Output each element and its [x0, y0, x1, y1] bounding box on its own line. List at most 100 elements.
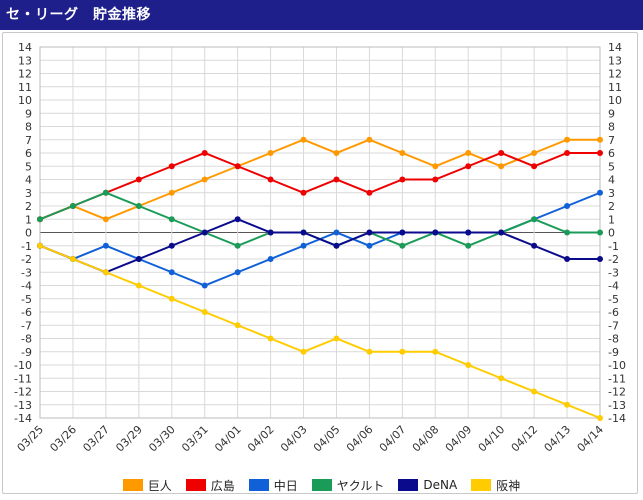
y-tick-label: -3: [21, 266, 32, 279]
y-tick-label: 0: [25, 227, 32, 240]
legend-swatch: [398, 479, 419, 491]
y-tick-label: -2: [608, 253, 619, 266]
y-tick-label: -14: [14, 412, 32, 425]
series-line: [39, 151, 600, 221]
data-point: [201, 176, 208, 183]
x-tick-label: 04/13: [542, 423, 574, 455]
legend-item[interactable]: ヤクルト: [311, 477, 384, 494]
y-tick-label: 4: [25, 174, 32, 187]
y-axis-right: 14131211109876543210-1-2-3-4-5-6-7-8-9-1…: [608, 41, 626, 425]
data-point: [234, 163, 241, 170]
data-point: [597, 229, 603, 236]
data-point: [135, 282, 142, 289]
y-tick-label: -1: [21, 240, 32, 253]
y-tick-label: 14: [18, 41, 32, 54]
x-tick-label: 03/27: [80, 423, 112, 455]
y-tick-label: -11: [608, 372, 626, 385]
data-point: [168, 216, 175, 223]
data-point: [37, 242, 43, 249]
data-point: [564, 136, 571, 143]
data-point: [168, 269, 175, 276]
data-point: [564, 256, 571, 262]
x-tick-label: 04/06: [344, 423, 376, 455]
y-tick-label: 12: [608, 68, 622, 81]
legend-swatch: [248, 479, 269, 491]
data-point: [234, 242, 241, 249]
legend-swatch: [471, 479, 492, 491]
legend-item[interactable]: 中日: [248, 477, 298, 494]
legend-item[interactable]: 阪神: [471, 477, 520, 494]
data-point: [135, 176, 142, 183]
data-point: [102, 242, 109, 249]
data-point: [465, 163, 472, 170]
legend-label: 中日: [273, 478, 298, 493]
legend-item[interactable]: 巨人: [122, 477, 172, 494]
x-tick-label: 04/03: [278, 423, 310, 455]
y-tick-label: 10: [18, 94, 32, 107]
series-line: [39, 218, 600, 274]
legend-label: DeNA: [423, 478, 458, 492]
y-tick-label: -5: [21, 293, 32, 306]
y-tick-label: 7: [25, 134, 32, 147]
data-point: [333, 150, 340, 156]
data-point: [366, 136, 373, 143]
y-tick-label: 13: [608, 54, 622, 67]
y-tick-label: -12: [14, 386, 32, 399]
data-point: [69, 256, 76, 262]
x-axis: 03/25 03/26 03/27 03/29 03/30 03/31 04/01 04/02…: [15, 423, 607, 455]
data-point: [102, 269, 109, 276]
y-tick-label: -1: [608, 240, 619, 253]
data-point: [432, 163, 439, 170]
grid: [39, 46, 601, 419]
y-tick-label: 0: [608, 227, 615, 240]
data-point: [564, 203, 571, 209]
y-tick-label: -4: [608, 280, 619, 293]
y-tick-label: 14: [608, 41, 622, 54]
y-tick-label: -10: [14, 359, 32, 372]
data-point: [267, 176, 274, 183]
y-tick-label: 9: [25, 107, 32, 120]
y-tick-label: -11: [14, 372, 32, 385]
x-tick-label: 04/12: [509, 423, 541, 455]
y-tick-label: -9: [21, 346, 32, 359]
data-point: [300, 242, 307, 249]
legend-swatch: [122, 479, 143, 491]
legend-item[interactable]: DeNA: [398, 478, 457, 492]
data-point: [498, 150, 505, 156]
y-tick-label: 1: [25, 213, 32, 226]
y-tick-label: -2: [21, 253, 32, 266]
series-0: [37, 136, 603, 223]
x-tick-label: 04/09: [443, 423, 475, 455]
y-tick-label: -6: [21, 306, 32, 319]
chart-panel: [2, 32, 638, 494]
y-tick-label: -8: [608, 333, 619, 346]
data-point: [267, 150, 274, 156]
data-point: [531, 242, 538, 249]
chart-title: セ・リーグ 貯金推移: [6, 7, 151, 23]
series-5: [37, 242, 603, 421]
data-point: [102, 216, 109, 223]
data-point: [564, 401, 571, 408]
series-lines: [37, 136, 603, 421]
legend-swatch: [311, 479, 332, 491]
data-point: [498, 163, 505, 170]
y-tick-label: 6: [25, 147, 32, 160]
y-tick-label: 5: [608, 160, 615, 173]
y-tick-label: -4: [21, 280, 32, 293]
legend: 巨人 広島 中日 ヤクルト DeNA 阪神: [0, 474, 643, 496]
y-tick-label: 1: [608, 213, 615, 226]
data-point: [498, 229, 505, 236]
data-point: [201, 309, 208, 315]
legend-item[interactable]: 広島: [185, 477, 235, 494]
x-tick-label: 04/08: [410, 423, 442, 455]
data-point: [399, 229, 406, 236]
y-tick-label: 4: [608, 174, 615, 187]
data-point: [234, 322, 241, 329]
x-tick-label: 03/31: [179, 423, 211, 455]
data-point: [333, 242, 340, 249]
y-axis-left: 14131211109876543210-1-2-3-4-5-6-7-8-9-1…: [14, 41, 32, 425]
y-tick-label: -12: [608, 386, 626, 399]
data-point: [168, 295, 175, 302]
y-tick-label: -13: [14, 399, 32, 412]
